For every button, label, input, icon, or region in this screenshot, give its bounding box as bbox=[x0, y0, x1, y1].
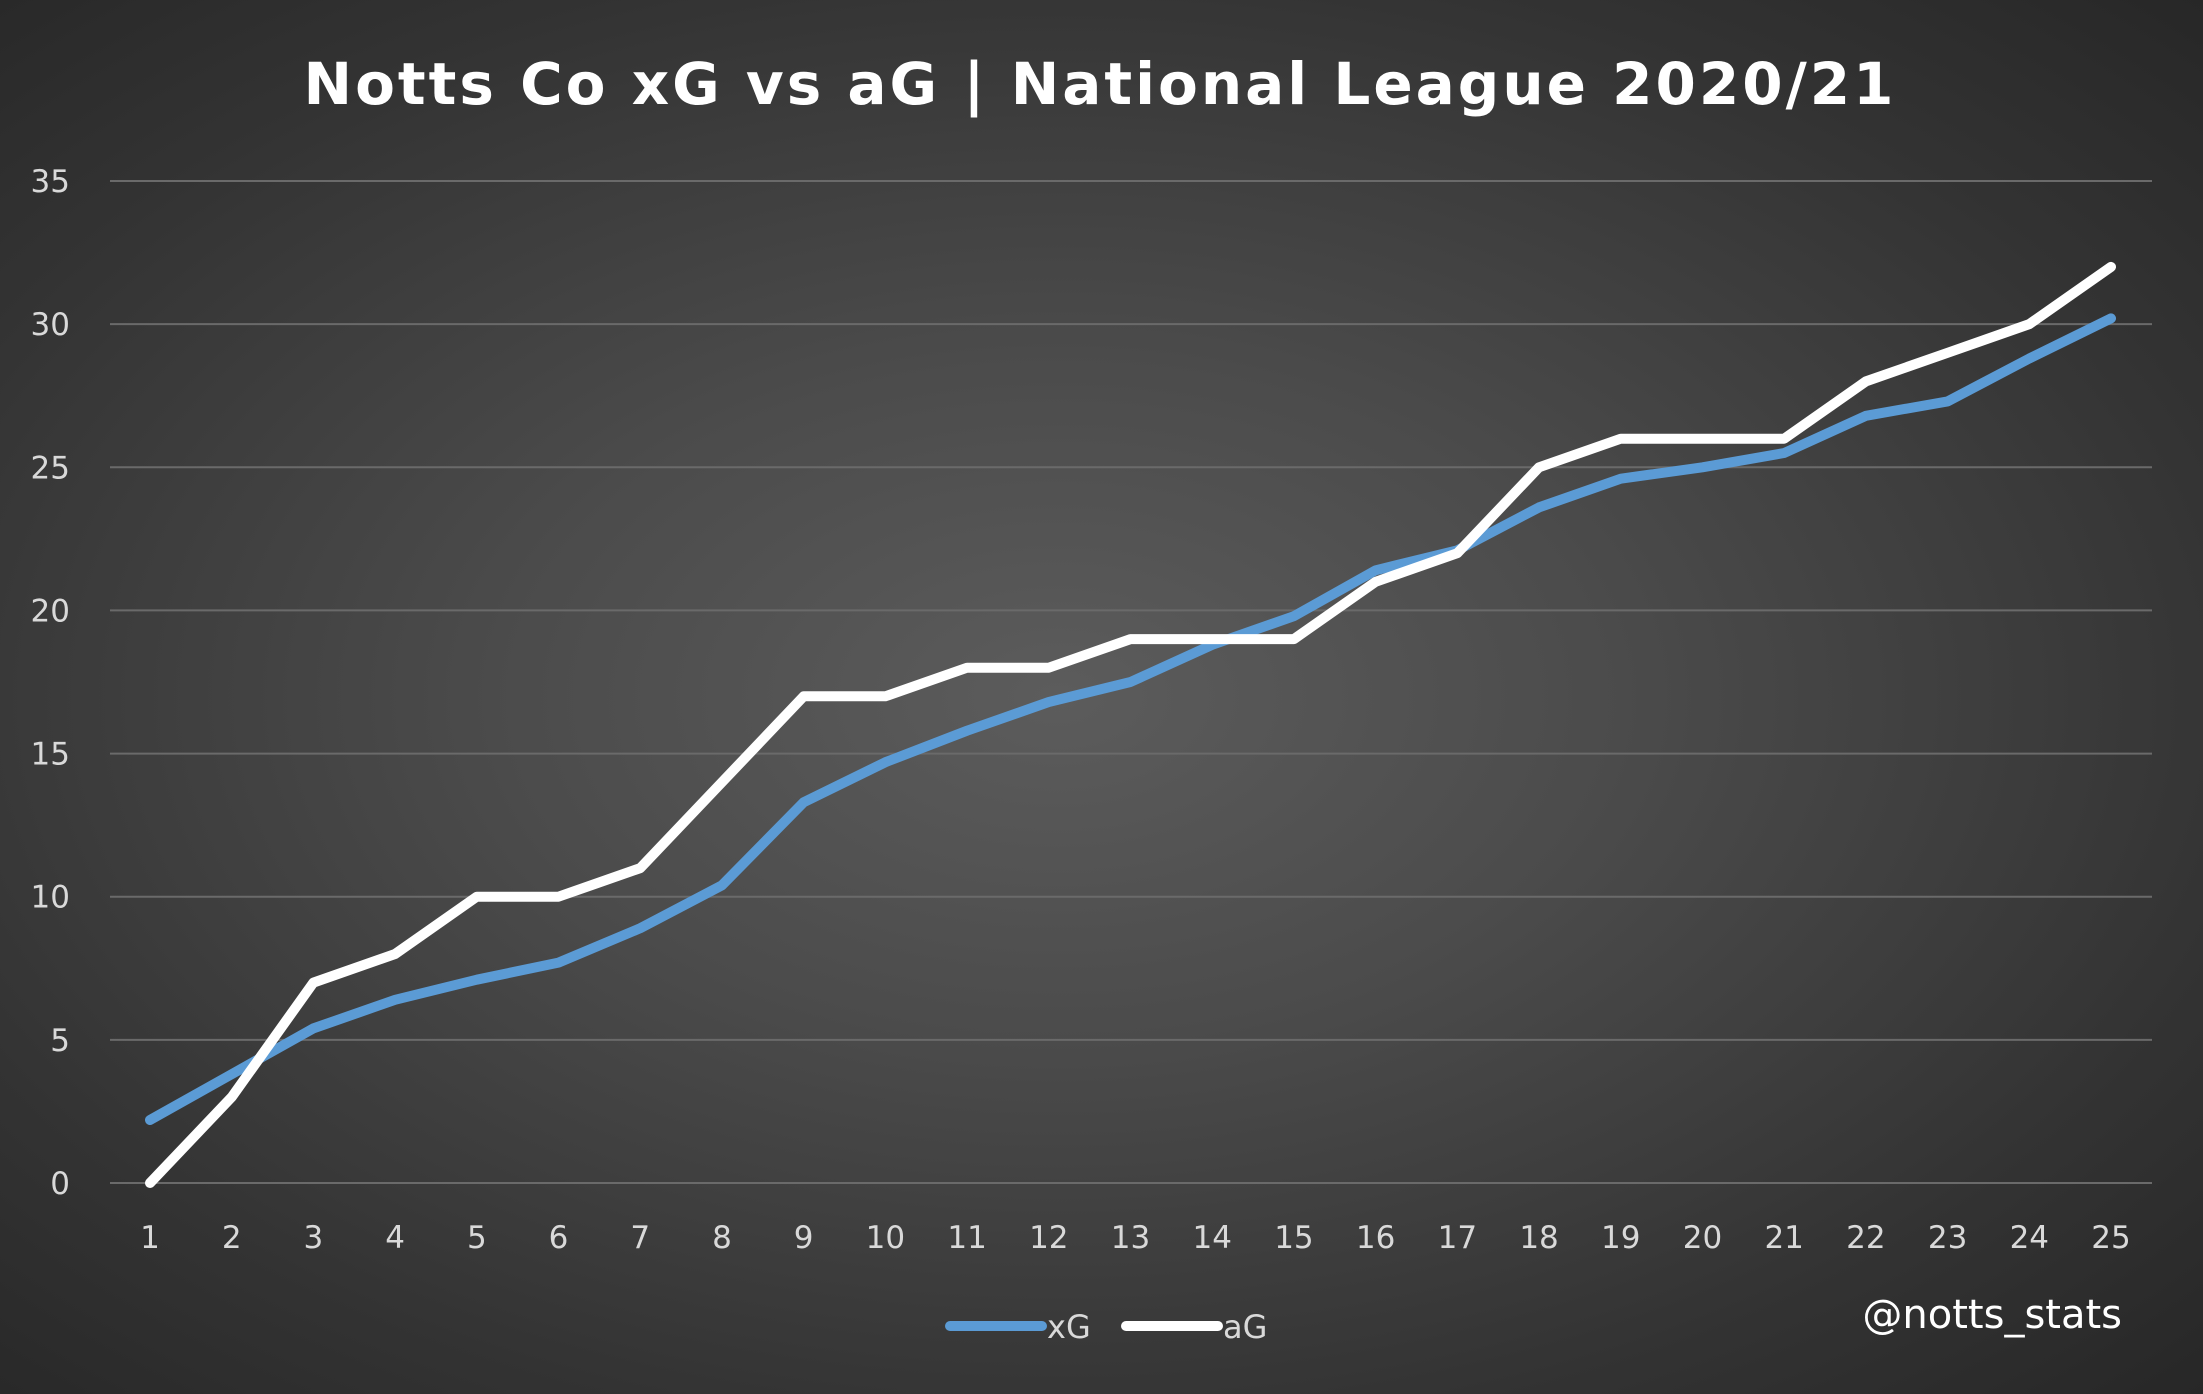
x-tick-label-16: 16 bbox=[1356, 1220, 1395, 1256]
series-line-aG bbox=[145, 261, 2116, 1188]
x-tick-label-2: 2 bbox=[222, 1220, 242, 1256]
y-tick-label-25: 25 bbox=[31, 450, 70, 486]
x-tick-label-3: 3 bbox=[304, 1220, 324, 1256]
x-tick-label-12: 12 bbox=[1029, 1220, 1068, 1256]
x-tick-label-10: 10 bbox=[866, 1220, 905, 1256]
series-lines bbox=[145, 261, 2116, 1188]
x-tick-label-1: 1 bbox=[140, 1220, 160, 1256]
x-tick-label-17: 17 bbox=[1438, 1220, 1477, 1256]
legend: xG aG bbox=[945, 1308, 1267, 1346]
x-tick-label-8: 8 bbox=[712, 1220, 732, 1256]
x-tick-label-20: 20 bbox=[1683, 1220, 1722, 1256]
x-tick-label-5: 5 bbox=[467, 1220, 487, 1256]
x-tick-label-21: 21 bbox=[1764, 1220, 1803, 1256]
x-tick-label-18: 18 bbox=[1519, 1220, 1558, 1256]
x-tick-label-19: 19 bbox=[1601, 1220, 1640, 1256]
series-line-xG bbox=[145, 313, 2116, 1125]
x-tick-label-7: 7 bbox=[630, 1220, 650, 1256]
y-tick-label-0: 0 bbox=[50, 1166, 70, 1202]
y-tick-label-35: 35 bbox=[31, 164, 70, 200]
x-tick-label-14: 14 bbox=[1192, 1220, 1231, 1256]
y-tick-label-10: 10 bbox=[31, 880, 70, 916]
y-tick-label-15: 15 bbox=[31, 737, 70, 773]
y-tick-label-20: 20 bbox=[31, 593, 70, 629]
y-tick-label-30: 30 bbox=[31, 307, 70, 343]
gridlines bbox=[110, 180, 2152, 1184]
x-tick-label-23: 23 bbox=[1928, 1220, 1967, 1256]
legend-label-xG: xG bbox=[1047, 1308, 1091, 1346]
chart-title: Notts Co xG vs aG | National League 2020… bbox=[304, 50, 1897, 118]
y-tick-label-5: 5 bbox=[50, 1023, 70, 1059]
x-tick-label-15: 15 bbox=[1274, 1220, 1313, 1256]
x-tick-label-13: 13 bbox=[1111, 1220, 1150, 1256]
x-tick-label-22: 22 bbox=[1846, 1220, 1885, 1256]
x-tick-label-24: 24 bbox=[2010, 1220, 2049, 1256]
x-axis-tick-labels: 1 2 3 4 5 6 7 8 9 10 11 12 13 14 15 16 17 18 19 20 21 22 23 24 2… bbox=[140, 1220, 2131, 1256]
x-tick-label-6: 6 bbox=[549, 1220, 569, 1256]
x-tick-label-25: 25 bbox=[2091, 1220, 2130, 1256]
x-tick-label-9: 9 bbox=[794, 1220, 814, 1256]
y-axis-tick-labels: 0 5 10 15 20 25 30 35 bbox=[31, 164, 70, 1202]
watermark: @notts_stats bbox=[1862, 1292, 2122, 1338]
x-tick-label-4: 4 bbox=[385, 1220, 405, 1256]
legend-label-aG: aG bbox=[1223, 1308, 1267, 1346]
x-tick-label-11: 11 bbox=[947, 1220, 986, 1256]
